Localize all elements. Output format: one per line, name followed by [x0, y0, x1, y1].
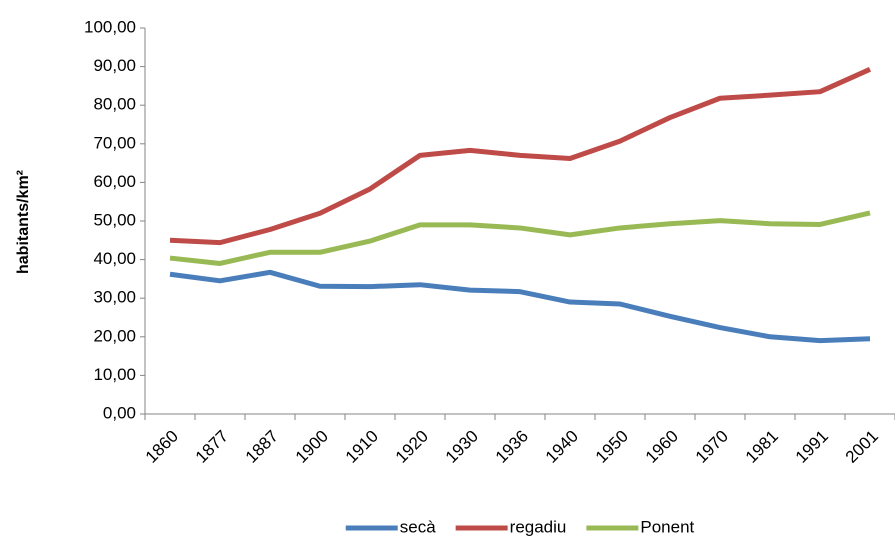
- series-line: [169, 210, 871, 266]
- x-tick-label: 1920: [392, 427, 432, 467]
- y-tick-label: 50,00: [93, 210, 136, 229]
- legend-label: Ponent: [640, 517, 694, 536]
- y-axis-label: habitants/km²: [15, 170, 32, 274]
- y-tick-label: 90,00: [93, 56, 136, 75]
- y-tick-label: 40,00: [93, 249, 136, 268]
- x-tick-label: 1940: [542, 427, 582, 467]
- y-tick-label: 80,00: [93, 95, 136, 114]
- y-tick-label: 60,00: [93, 172, 136, 191]
- x-tick-label: 1981: [742, 427, 782, 467]
- y-tick-label: 20,00: [93, 326, 136, 345]
- y-tick-label: 30,00: [93, 288, 136, 307]
- y-tick-label: 0,00: [103, 403, 136, 422]
- x-tick-label: 1877: [192, 427, 232, 467]
- y-tick-label: 100,00: [84, 17, 136, 36]
- legend-label: regadiu: [510, 517, 567, 536]
- x-tick-label: 1970: [692, 427, 732, 467]
- x-tick-label: 1860: [142, 427, 182, 467]
- x-tick-label: 1887: [242, 427, 282, 467]
- x-tick-label: 1936: [492, 427, 532, 467]
- x-tick-label: 1930: [442, 427, 482, 467]
- series-line: [169, 269, 871, 344]
- x-tick-label: 1991: [792, 427, 832, 467]
- series-line: [169, 67, 872, 246]
- x-tick-label: 1960: [642, 427, 682, 467]
- x-tick-label: 1950: [592, 427, 632, 467]
- y-tick-label: 10,00: [93, 365, 136, 384]
- x-tick-label: 2001: [842, 427, 882, 467]
- x-tick-label: 1900: [292, 427, 332, 467]
- x-tick-label: 1910: [342, 427, 382, 467]
- legend-label: secà: [400, 517, 436, 536]
- y-tick-label: 70,00: [93, 133, 136, 152]
